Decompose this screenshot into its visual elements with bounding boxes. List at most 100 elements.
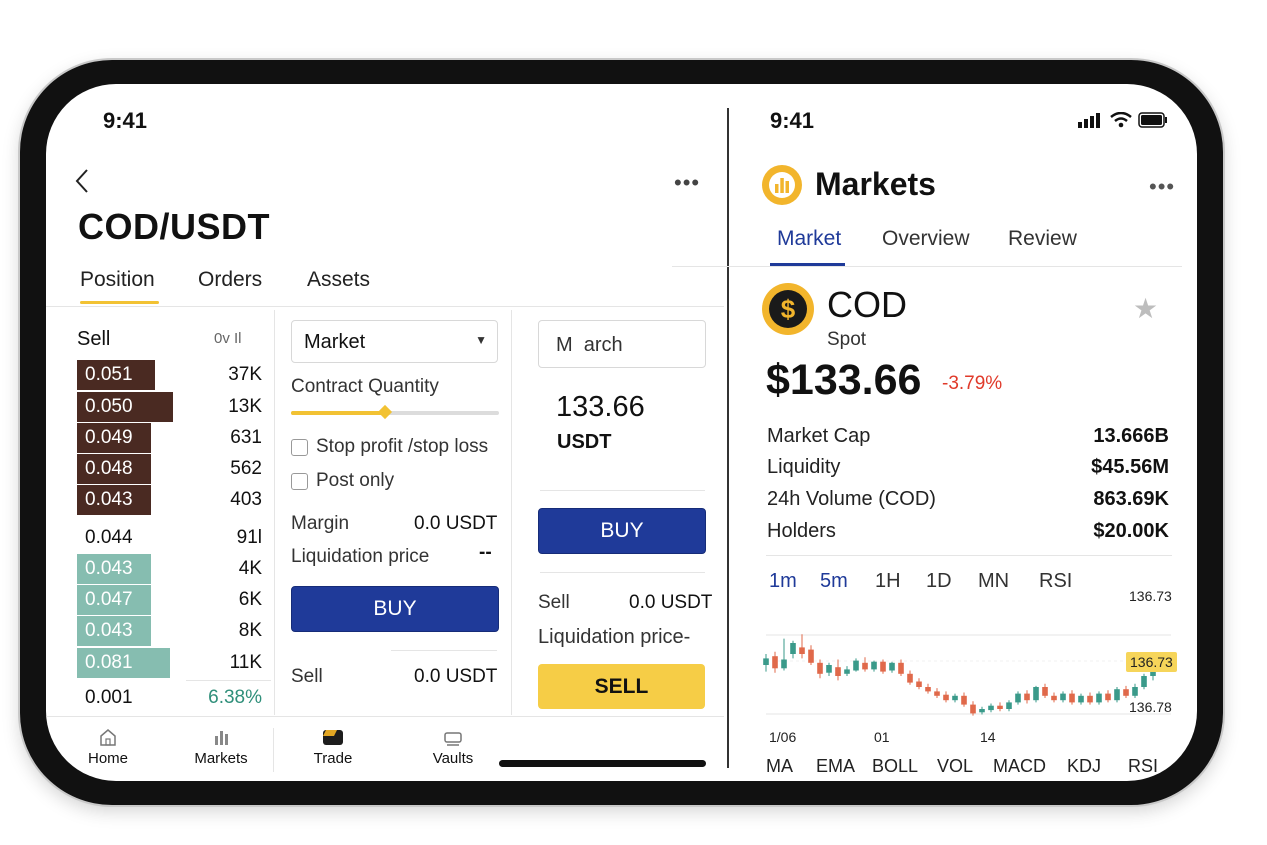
bid-row[interactable]: 0.043 4K xyxy=(77,554,262,584)
candle-down xyxy=(934,691,940,696)
candle-down xyxy=(943,694,949,701)
sell-value: 0.0 USDT xyxy=(414,666,498,687)
sell-button[interactable]: SELL xyxy=(538,664,705,709)
indicator-ma[interactable]: MA xyxy=(766,756,793,776)
timeframe-1h[interactable]: 1H xyxy=(875,570,901,592)
nav-markets-label: Markets xyxy=(194,750,248,767)
tab-market[interactable]: Market xyxy=(777,227,842,250)
stat-volume-value: 863.69K xyxy=(1093,488,1169,510)
indicator-vol[interactable]: VOL xyxy=(937,756,974,776)
liquidation-label: Liquidation price xyxy=(291,546,430,567)
search-field[interactable]: M arch xyxy=(538,320,706,368)
nav-markets[interactable]: Markets xyxy=(176,726,266,767)
candle-up xyxy=(979,709,985,713)
ask-price: 0.051 xyxy=(85,364,133,385)
candle-down xyxy=(1105,693,1111,701)
stop-profit-checkbox[interactable]: Stop profit /stop loss xyxy=(291,436,488,458)
candle-up xyxy=(1078,695,1084,703)
y-axis-bottom-label: 136.78 xyxy=(1129,699,1172,715)
side-divider xyxy=(540,490,705,491)
bid-depth-bar xyxy=(77,616,151,646)
timeframe-1d[interactable]: 1D xyxy=(926,570,952,592)
dropdown-arrow-icon: ▼ xyxy=(475,333,487,347)
cod-coin-icon: $ xyxy=(762,283,814,335)
candle-up xyxy=(853,660,859,671)
tab-review[interactable]: Review xyxy=(1008,227,1077,250)
favorite-star-icon[interactable]: ★ xyxy=(1133,293,1159,324)
nav-vaults[interactable]: Vaults xyxy=(408,726,498,767)
tab-assets[interactable]: Assets xyxy=(307,268,371,291)
current-price-tag: 136.73 xyxy=(1126,652,1177,672)
device-screen: 9:41 ••• COD/USDT Position Orders Assets… xyxy=(46,84,1197,781)
margin-value: 0.0 USDT xyxy=(414,513,498,534)
chevron-left-icon xyxy=(75,169,88,193)
markets-icon xyxy=(215,731,228,745)
ask-depth-bar xyxy=(77,360,155,390)
form-divider xyxy=(391,650,497,651)
candlestick-chart[interactable] xyxy=(751,592,1191,727)
more-options-button[interactable]: ••• xyxy=(674,170,700,196)
candle-up xyxy=(826,665,832,673)
signal-icon xyxy=(1078,113,1100,128)
ask-price: 0.050 xyxy=(85,396,133,417)
ask-row[interactable]: 0.049 631 xyxy=(77,423,262,453)
candle-down xyxy=(808,649,814,663)
ask-row[interactable]: 0.050 13K xyxy=(77,392,262,422)
bid-price: 0.081 xyxy=(85,652,133,673)
indicator-macd[interactable]: MACD xyxy=(993,756,1046,776)
stats-divider xyxy=(766,555,1172,556)
tab-overview[interactable]: Overview xyxy=(882,227,970,250)
timeframe-rsi[interactable]: RSI xyxy=(1039,570,1073,592)
nav-trade[interactable]: Trade xyxy=(288,726,378,767)
quantity-slider[interactable] xyxy=(291,404,499,420)
tab-orders[interactable]: Orders xyxy=(198,268,263,291)
timeframe-1m[interactable]: 1m xyxy=(769,570,797,592)
mid-price-row[interactable]: 0.044 91l xyxy=(77,523,262,553)
candle-down xyxy=(970,704,976,714)
candle-up xyxy=(1060,693,1066,701)
coin-type: Spot xyxy=(827,329,867,350)
checkbox-box[interactable] xyxy=(291,438,308,456)
candle-down xyxy=(1024,693,1030,701)
coin-symbol: COD xyxy=(827,284,907,325)
nav-home[interactable]: Home xyxy=(63,726,153,767)
search-text: M arch xyxy=(556,334,623,356)
svg-text:$: $ xyxy=(781,294,796,324)
ask-row[interactable]: 0.051 37K xyxy=(77,360,262,390)
ask-size: 403 xyxy=(230,489,262,510)
back-button[interactable] xyxy=(73,166,93,196)
slider-fill xyxy=(291,411,385,415)
post-only-checkbox[interactable]: Post only xyxy=(291,470,394,492)
candle-down xyxy=(1069,693,1075,703)
bid-size: 6K xyxy=(238,589,262,610)
tab-position[interactable]: Position xyxy=(80,268,155,291)
checkbox-box[interactable] xyxy=(291,472,308,490)
ask-row[interactable]: 0.043 403 xyxy=(77,485,262,515)
orderbook-header-icons[interactable]: 0v Il xyxy=(214,330,242,347)
timeframe-mn[interactable]: MN xyxy=(978,570,1010,592)
indicator-rsi[interactable]: RSI xyxy=(1128,756,1159,776)
ask-row[interactable]: 0.048 562 xyxy=(77,454,262,484)
ask-size: 13K xyxy=(228,396,262,417)
bid-row[interactable]: 0.081 11K xyxy=(77,648,262,678)
right-tabs-divider xyxy=(672,266,1182,267)
last-price-row[interactable]: 0.001 6.38% xyxy=(77,683,262,713)
nav-trade-label: Trade xyxy=(313,750,353,767)
stat-market-cap-label: Market Cap xyxy=(767,425,871,447)
buy-button[interactable]: BUY xyxy=(291,586,499,632)
bar-chart-icon xyxy=(769,172,795,198)
candle-up xyxy=(1006,702,1012,709)
side-buy-button[interactable]: BUY xyxy=(538,508,706,554)
bid-row[interactable]: 0.043 8K xyxy=(77,616,262,646)
slider-thumb[interactable] xyxy=(377,404,392,420)
timeframe-5m[interactable]: 5m xyxy=(820,570,848,592)
stat-market-cap-value: 13.666B xyxy=(1093,425,1169,447)
bid-row[interactable]: 0.047 6K xyxy=(77,585,262,615)
side-divider-2 xyxy=(540,572,705,573)
home-indicator[interactable] xyxy=(499,760,706,767)
markets-more-button[interactable]: ••• xyxy=(1149,174,1175,200)
indicator-ema[interactable]: EMA xyxy=(816,756,856,776)
indicator-kdj[interactable]: KDJ xyxy=(1067,756,1102,776)
indicator-boll[interactable]: BOLL xyxy=(872,756,919,776)
order-type-select[interactable]: Market ▼ xyxy=(291,320,498,363)
